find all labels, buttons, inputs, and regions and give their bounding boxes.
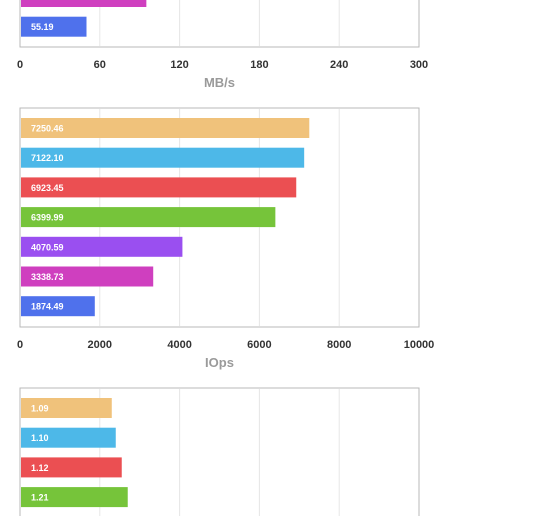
bar xyxy=(21,16,87,37)
x-tick-label: 8000 xyxy=(327,339,351,351)
bar-value-label: 55.19 xyxy=(31,22,54,32)
x-tick-label: 0 xyxy=(17,59,23,71)
bar-value-label: 7250.46 xyxy=(31,124,64,134)
bar xyxy=(21,457,122,478)
x-tick-label: 180 xyxy=(250,59,268,71)
bar xyxy=(21,147,305,168)
x-tick-label: 240 xyxy=(330,59,348,71)
chart-1: 55.19 0 60 120 180 240 300 MB/s xyxy=(17,0,428,90)
x-tick-label: 2000 xyxy=(88,339,112,351)
x-tick-label: 60 xyxy=(94,59,106,71)
bar xyxy=(21,236,183,257)
x-tick-label: 300 xyxy=(410,59,428,71)
bar xyxy=(21,266,154,287)
bar-value-label: 6399.99 xyxy=(31,213,64,223)
x-tick-label: 4000 xyxy=(167,339,191,351)
bar-value-label: 6923.45 xyxy=(31,183,64,193)
bar xyxy=(21,487,128,508)
x-axis-title: IOps xyxy=(205,355,234,370)
bar xyxy=(21,398,112,418)
bar xyxy=(21,207,276,228)
bar-value-label: 1.21 xyxy=(31,493,49,503)
bar-value-label: 7122.10 xyxy=(31,153,64,163)
bar-value-label: 1.12 xyxy=(31,463,49,473)
x-tick-label: 0 xyxy=(17,339,23,351)
bar-value-label: 4070.59 xyxy=(31,242,64,252)
bar xyxy=(21,177,297,198)
bar-value-label: 1.10 xyxy=(31,433,49,443)
x-tick-label: 6000 xyxy=(247,339,271,351)
chart-2: 7250.46 7122.10 6923.45 6399.99 4070.59 3338.… xyxy=(17,107,435,370)
bar xyxy=(21,0,147,7)
bar xyxy=(21,118,310,138)
chart-3: 1.09 1.10 1.12 1.21 xyxy=(19,387,420,516)
x-tick-label: 120 xyxy=(170,59,188,71)
x-axis-title: MB/s xyxy=(204,75,235,90)
bar xyxy=(21,296,95,317)
bar-value-label: 3338.73 xyxy=(31,272,64,282)
x-tick-label: 10000 xyxy=(404,339,435,351)
bar-value-label: 1.09 xyxy=(31,404,49,414)
bar-value-label: 1874.49 xyxy=(31,302,64,312)
bar xyxy=(21,427,116,448)
